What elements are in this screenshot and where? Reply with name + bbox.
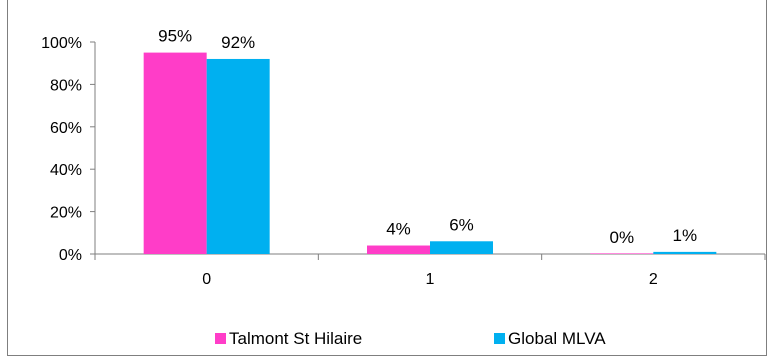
data-label: 95% [158,27,192,46]
x-tick-label: 0 [202,271,211,288]
y-tick-label: 60% [50,120,82,137]
y-axis-ticks: 0% 20% 40% 60% 80% 100% [41,35,95,264]
legend: Talmont St Hilaire Global MLVA [215,329,606,348]
data-label: 92% [221,33,255,52]
bar-global-2 [653,251,717,254]
x-axis-ticks: 0 1 2 [94,254,766,288]
bars [143,52,717,255]
plot-area: 0% 20% 40% 60% 80% 100% 0 1 2 95% 92% 4% 6% 0% 1% [41,27,766,288]
bar-global-0 [206,58,270,255]
data-labels: 95% 92% 4% 6% 0% 1% [158,27,697,247]
y-tick-label: 0% [59,247,82,264]
bar-global-1 [430,241,493,254]
y-tick-label: 40% [50,162,82,179]
bar-talmont-0 [143,52,207,254]
data-label: 4% [386,220,411,239]
chart-frame [7,0,767,356]
bar-talmont-1 [367,245,430,254]
data-label: 6% [449,215,474,234]
bar-talmont-2 [590,253,654,254]
data-label: 1% [673,226,698,245]
x-tick-label: 1 [426,271,435,288]
y-tick-label: 20% [50,205,82,222]
data-label: 0% [610,228,635,247]
legend-swatch [215,333,226,344]
x-tick-label: 2 [649,271,658,288]
legend-swatch [494,333,505,344]
y-tick-label: 80% [50,77,82,94]
legend-label: Global MLVA [508,329,606,348]
legend-label: Talmont St Hilaire [229,329,362,348]
y-tick-label: 100% [41,35,82,52]
